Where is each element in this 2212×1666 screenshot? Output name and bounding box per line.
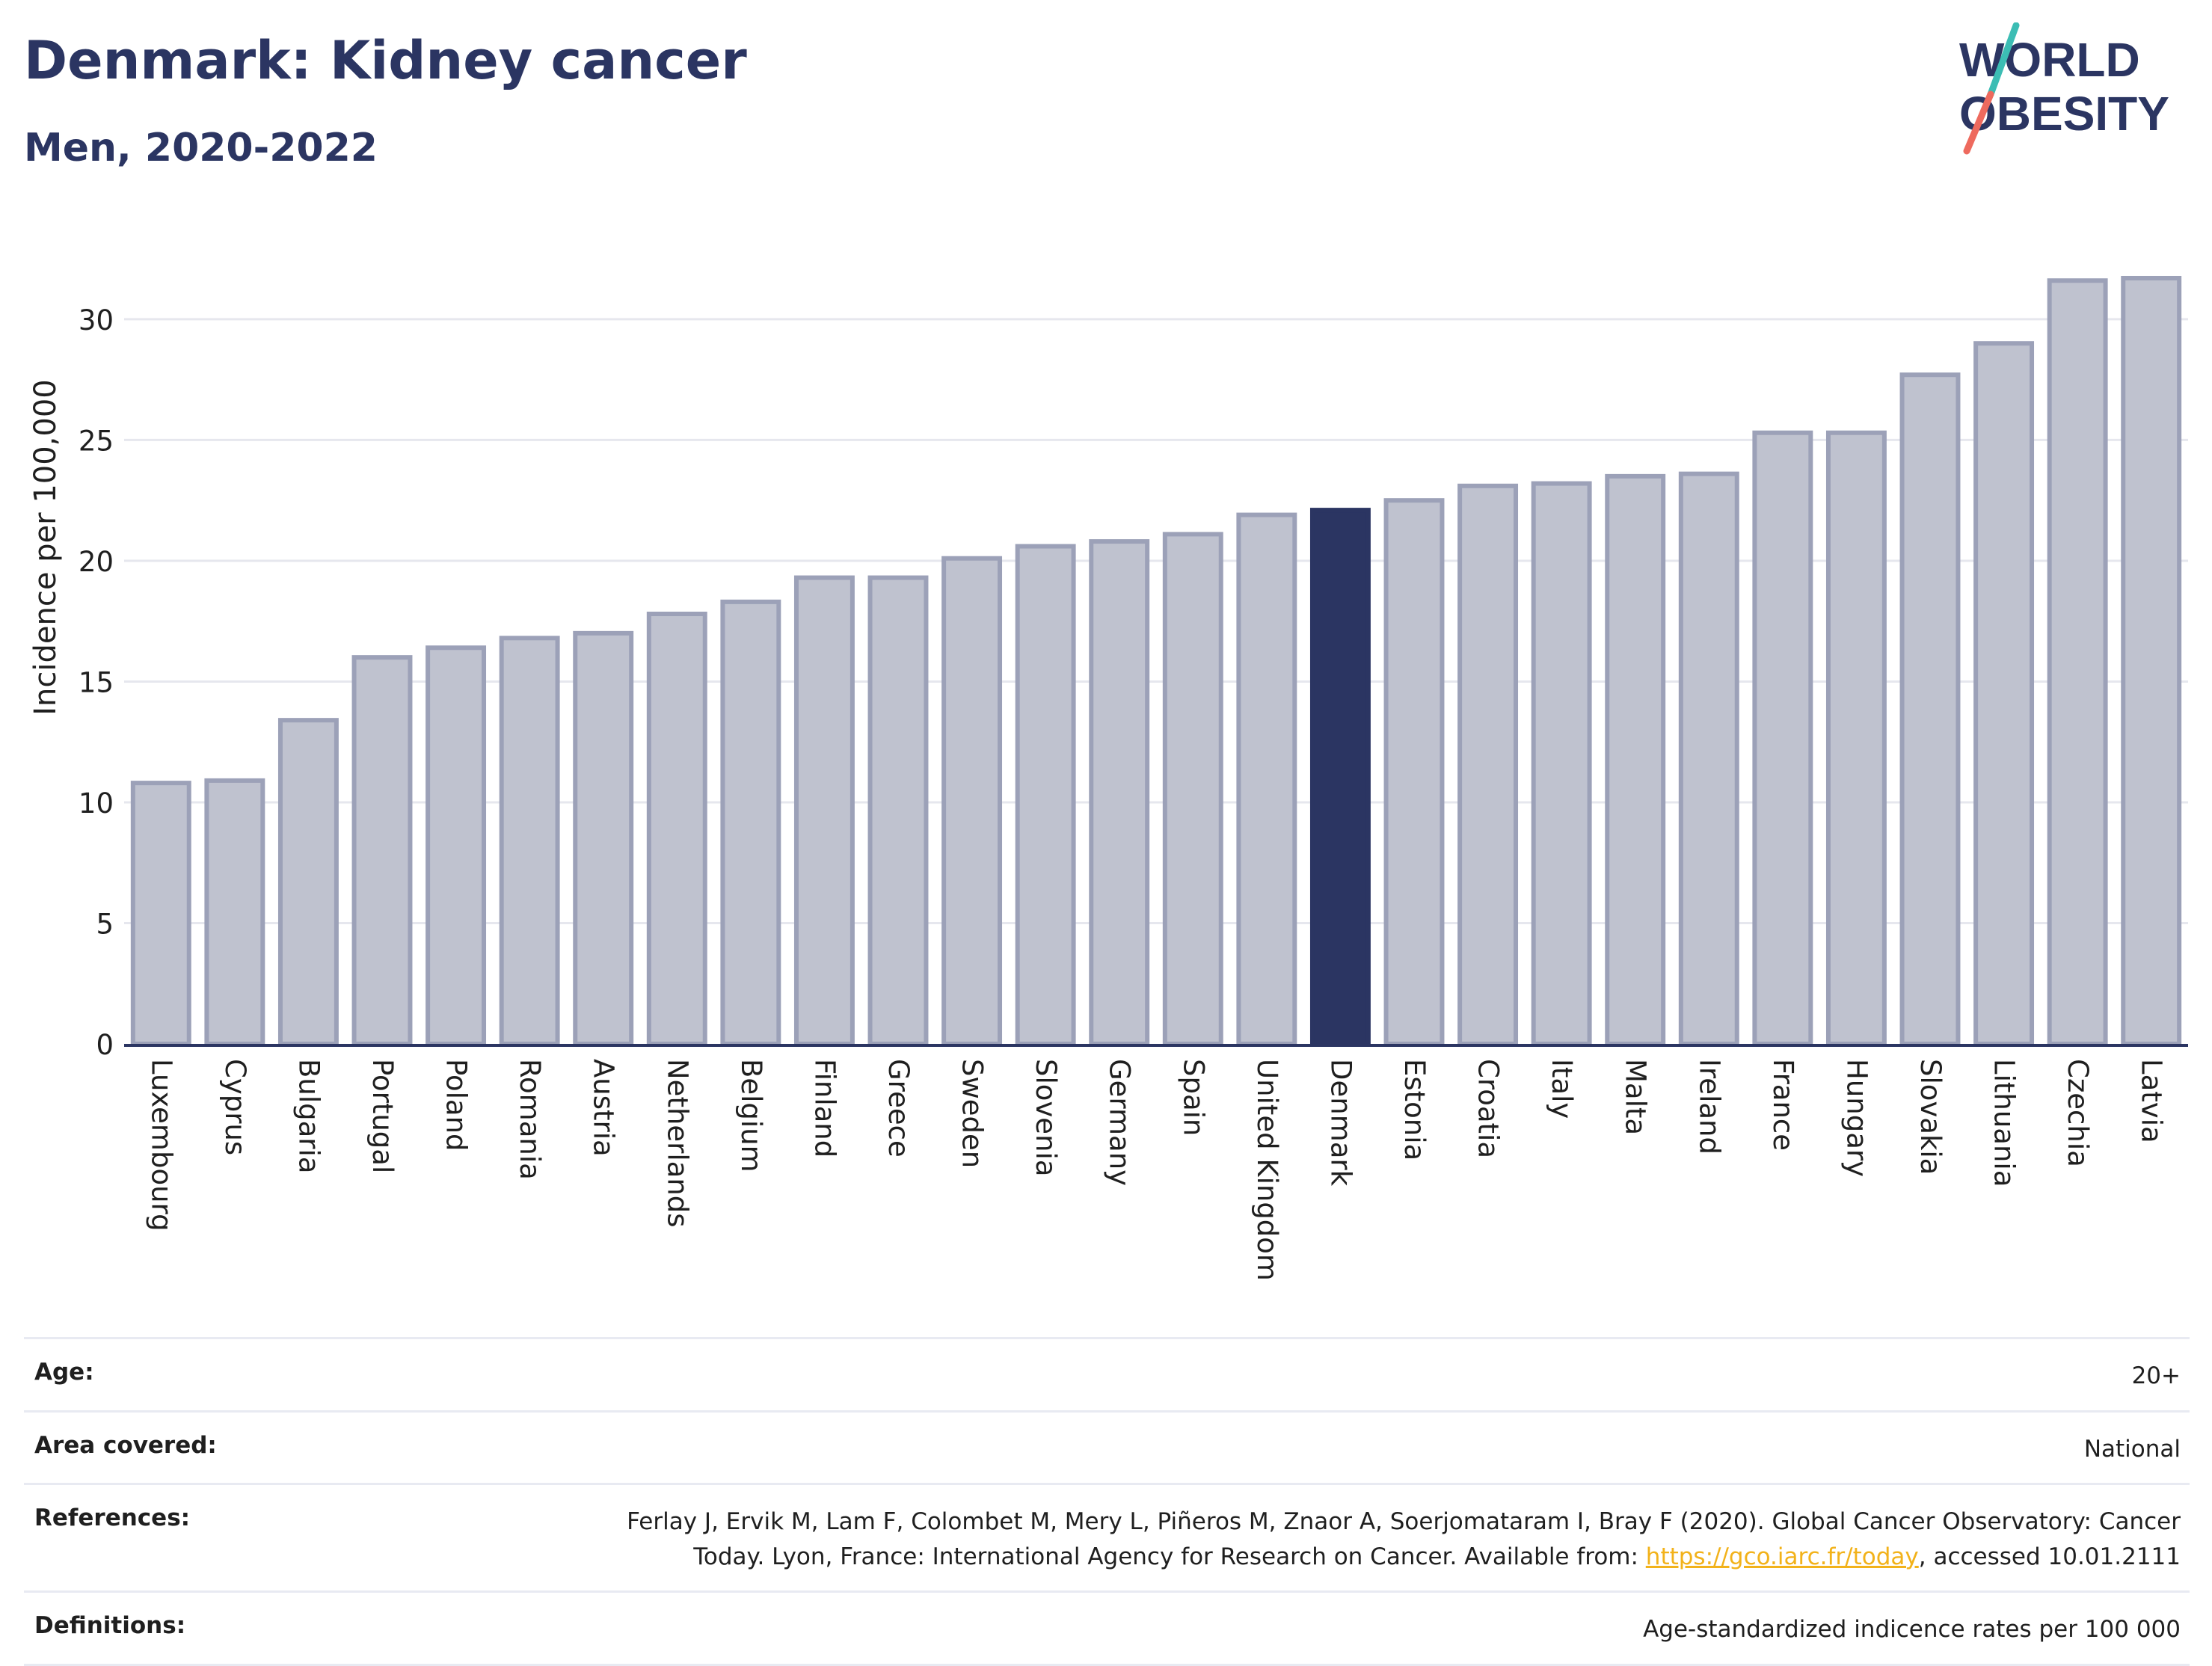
info-row-age: Age: 20+	[24, 1337, 2190, 1410]
bar-spain	[1162, 532, 1223, 1046]
info-row-references: References: Ferlay J, Ervik M, Lam F, Co…	[24, 1483, 2190, 1590]
bar-slovakia	[1899, 372, 1961, 1046]
x-tick-label: Finland	[808, 1059, 841, 1158]
chart-title: Denmark: Kidney cancer	[24, 30, 747, 91]
bar-greece	[867, 575, 929, 1046]
references-value: Ferlay J, Ervik M, Lam F, Colombet M, Me…	[625, 1504, 2181, 1574]
x-tick-label: Hungary	[1840, 1059, 1872, 1177]
bar-portugal	[351, 655, 413, 1046]
area-value: National	[2083, 1435, 2181, 1463]
x-tick-label: Slovakia	[1914, 1059, 1947, 1175]
x-tick-label: Spain	[1177, 1059, 1209, 1136]
x-tick-label: Portugal	[366, 1059, 399, 1173]
x-tick-label: Belgium	[735, 1059, 767, 1172]
age-value: 20+	[2131, 1362, 2181, 1389]
definitions-label: Definitions:	[34, 1612, 186, 1639]
x-tick-label: United Kingdom	[1251, 1059, 1283, 1281]
logo-line2: OBESITY	[1959, 87, 2169, 141]
x-tick-label: Ireland	[1693, 1059, 1725, 1155]
bar-denmark	[1309, 508, 1371, 1046]
bar-hungary	[1825, 430, 1887, 1046]
bar-italy	[1531, 481, 1592, 1046]
y-axis-label: Incidence per 100,000	[28, 379, 63, 716]
y-tick-labels: 0 5 10 15 20 25 30	[79, 304, 114, 1061]
y-tick-label: 15	[79, 666, 114, 698]
bar-romania	[499, 636, 560, 1046]
bar-ireland	[1678, 471, 1739, 1046]
x-tick-label: Italy	[1546, 1059, 1578, 1119]
x-tick-label: Sweden	[956, 1059, 989, 1168]
y-tick-label: 25	[79, 425, 114, 457]
references-accessed: , accessed 10.01.2111	[1918, 1543, 2181, 1570]
x-tick-label: Cyprus	[219, 1059, 251, 1155]
x-tick-label: Denmark	[1324, 1059, 1357, 1187]
bar-finland	[793, 575, 855, 1046]
info-table: Age: 20+ Area covered: National Referenc…	[24, 1337, 2190, 1666]
bar-sweden	[941, 556, 1003, 1046]
x-tick-label: Greece	[882, 1059, 915, 1158]
x-tick-label: Luxembourg	[145, 1059, 177, 1232]
x-tick-label: Austria	[588, 1059, 620, 1157]
bar-croatia	[1457, 483, 1519, 1046]
x-tick-label: Croatia	[1472, 1059, 1505, 1158]
x-tick-label: Lithuania	[1988, 1059, 2021, 1187]
bar-germany	[1089, 539, 1150, 1046]
logo-slash-teal	[1987, 22, 2020, 98]
info-row-definitions: Definitions: Age-standardized indicence …	[24, 1590, 2190, 1666]
x-tick-label: Slovenia	[1030, 1059, 1062, 1176]
x-tick-label: Netherlands	[661, 1059, 693, 1228]
x-tick-label: Latvia	[2136, 1059, 2168, 1143]
area-label: Area covered:	[34, 1431, 217, 1459]
y-tick-label: 0	[96, 1029, 114, 1061]
x-tick-label: Romania	[514, 1059, 546, 1180]
chart-subtitle: Men, 2020-2022	[24, 126, 378, 170]
x-tick-label: France	[1767, 1059, 1799, 1151]
logo-slash-coral	[1963, 90, 1994, 155]
x-tick-label: Poland	[440, 1059, 473, 1152]
x-tick-label: Malta	[1620, 1059, 1652, 1135]
bar-united-kingdom	[1236, 512, 1297, 1046]
bar-austria	[573, 630, 634, 1046]
bar-belgium	[720, 599, 781, 1046]
bar-slovenia	[1015, 544, 1076, 1046]
bar-netherlands	[646, 612, 707, 1046]
info-row-area: Area covered: National	[24, 1410, 2190, 1484]
bar-luxembourg	[130, 781, 191, 1047]
bar-lithuania	[1973, 341, 2035, 1047]
bar-chart: 0 5 10 15 20 25 30 Luxembourg Cyprus Bulgaria Por…	[28, 275, 2188, 1281]
y-tick-label: 30	[79, 304, 114, 336]
x-tick-label: Czechia	[2062, 1059, 2094, 1167]
bar-czechia	[2047, 278, 2108, 1046]
x-tick-labels: Luxembourg Cyprus Bulgaria Portugal Poland Ro…	[124, 1044, 2188, 1281]
x-tick-label: Germany	[1104, 1059, 1136, 1186]
y-tick-label: 5	[96, 908, 114, 940]
world-obesity-logo: WORLD OBESITY	[1959, 22, 2169, 155]
bar-estonia	[1383, 498, 1445, 1046]
bar-france	[1752, 430, 1813, 1046]
logo-line1: WORLD	[1959, 33, 2140, 87]
definitions-value: Age-standardized indicence rates per 100…	[1643, 1616, 2181, 1643]
y-tick-label: 10	[79, 787, 114, 820]
x-tick-label: Bulgaria	[292, 1059, 325, 1173]
bar-cyprus	[204, 778, 265, 1046]
bar-latvia	[2121, 275, 2182, 1047]
bar-bulgaria	[277, 718, 339, 1046]
references-text: Ferlay J, Ervik M, Lam F, Colombet M, Me…	[627, 1508, 2181, 1570]
references-label: References:	[34, 1504, 191, 1531]
y-tick-label: 20	[79, 546, 114, 578]
bar-malta	[1605, 473, 1666, 1046]
bar-poland	[425, 645, 487, 1046]
x-tick-label: Estonia	[1398, 1059, 1431, 1161]
bars	[130, 275, 2182, 1047]
age-label: Age:	[34, 1359, 94, 1386]
references-link[interactable]: https://gco.iarc.fr/today	[1645, 1543, 1919, 1570]
